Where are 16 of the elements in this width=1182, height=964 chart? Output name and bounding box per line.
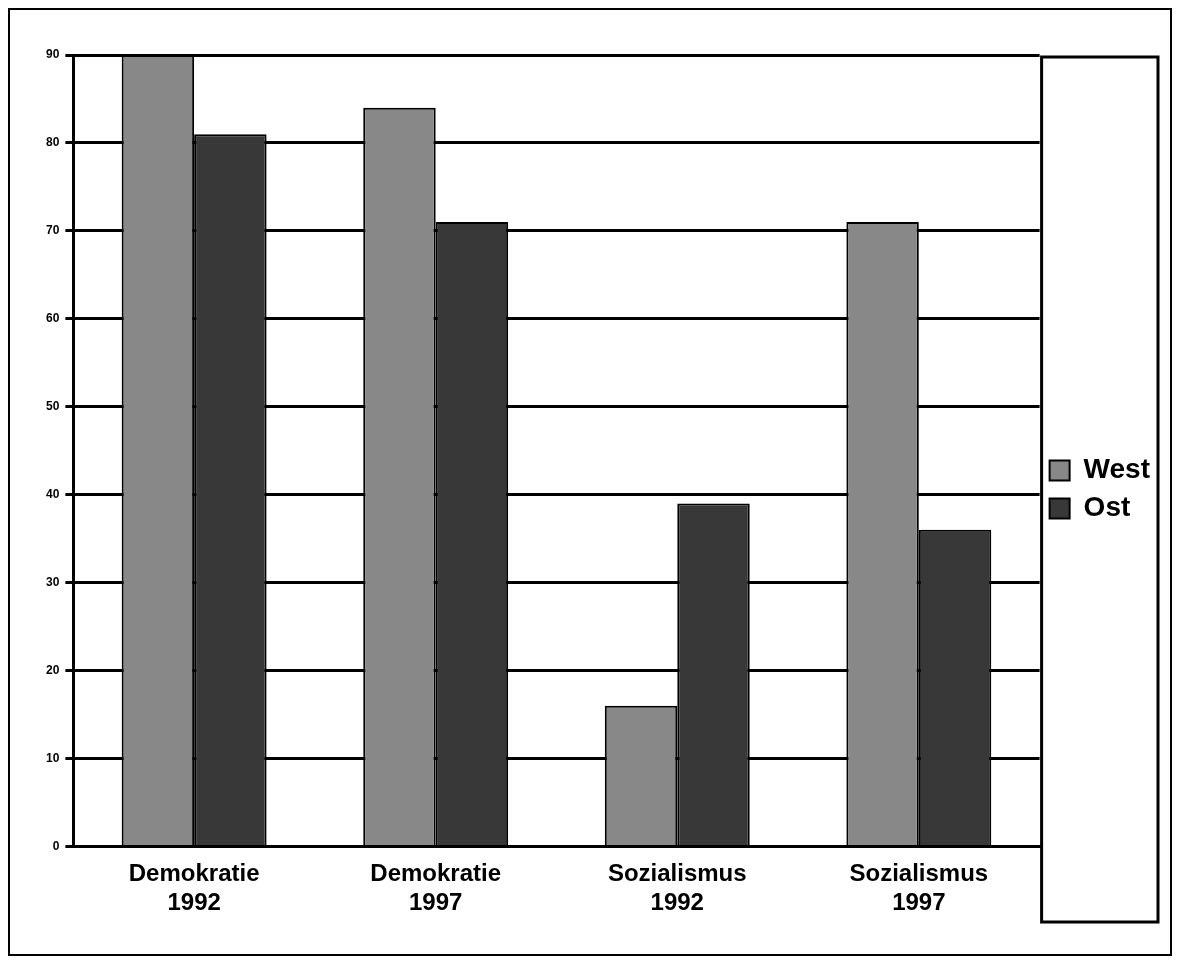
legend-label: West	[1083, 453, 1150, 485]
y-tick-label: 50	[45, 399, 60, 414]
y-tick-label: 10	[45, 750, 60, 765]
y-tick-label: 30	[45, 574, 60, 589]
y-tick-label: 60	[45, 311, 60, 326]
y-tick-label: 90	[45, 47, 60, 62]
y-tick-label: 20	[45, 662, 60, 677]
y-tick-label: 40	[45, 486, 60, 501]
y-tick-label: 0	[52, 838, 60, 853]
x-tick-label: Sozialismus 1992	[607, 859, 747, 916]
x-tick-label: Sozialismus 1997	[849, 859, 989, 916]
legend-label: Ost	[1083, 491, 1131, 523]
y-tick-label: 70	[45, 223, 60, 238]
y-tick-label: 80	[45, 135, 60, 150]
x-tick-label: Demokratie 1992	[128, 859, 260, 916]
x-tick-label: Demokratie 1997	[370, 859, 502, 916]
